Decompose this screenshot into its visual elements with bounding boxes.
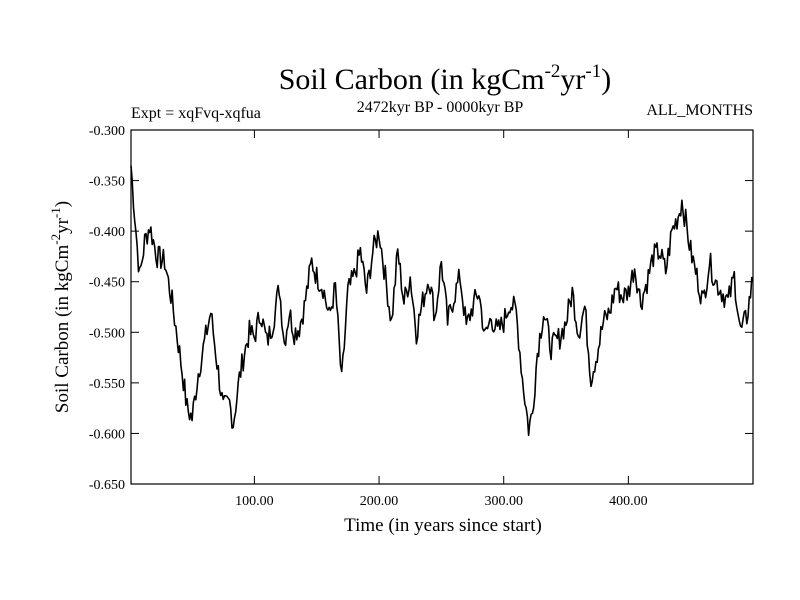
chart-title: Soil Carbon (in kgCm-2yr-1) (279, 61, 612, 96)
y-tick-label: -0.650 (89, 478, 125, 493)
x-axis-label: Time (in years since start) (344, 515, 542, 536)
period-label: 2472kyr BP - 0000kyr BP (357, 99, 524, 116)
plot-frame (130, 129, 754, 485)
months-label: ALL_MONTHS (646, 102, 753, 119)
x-tick-label: 400.00 (609, 494, 648, 509)
y-axis-ticks: -0.300 -0.350 -0.400 -0.450 -0.500 -0.550 -0.6… (89, 124, 753, 493)
experiment-label: Expt = xqFvq-xqfua (131, 105, 261, 122)
x-axis-ticks: 100.00 200.00 300.00 400.00 (235, 130, 648, 509)
y-tick-label: -0.500 (89, 326, 125, 341)
y-tick-label: -0.300 (89, 124, 125, 139)
y-tick-label: -0.600 (89, 427, 125, 442)
soil-carbon-series-line (130, 165, 754, 437)
y-tick-label: -0.400 (89, 225, 125, 240)
y-tick-label: -0.550 (89, 377, 125, 392)
y-tick-label: -0.350 (89, 175, 125, 190)
x-tick-label: 300.00 (484, 494, 523, 509)
y-axis-label: Soil Carbon (in kgCm-2yr-1) (48, 201, 73, 413)
x-tick-label: 100.00 (235, 494, 274, 509)
y-tick-label: -0.450 (89, 276, 125, 291)
x-tick-label: 200.00 (360, 494, 399, 509)
